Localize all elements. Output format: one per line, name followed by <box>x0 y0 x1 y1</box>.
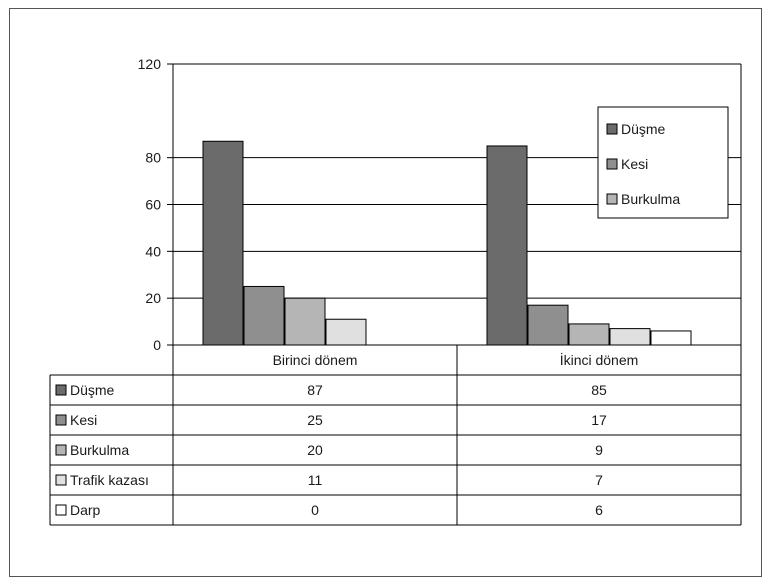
table-value-du-s-me-i-kinci-do-nem: 85 <box>591 382 607 398</box>
table-row-label-trafik-kazas: Trafik kazası <box>70 472 149 488</box>
table-value-darp-birinci-do-nem: 0 <box>311 502 319 518</box>
bar-burkulma-birinci-do-nem <box>284 297 326 346</box>
bar-darp-i-kinci-do-nem <box>650 330 692 346</box>
bar-du-s-me-birinci-do-nem <box>202 140 244 346</box>
table-value-kesi-birinci-do-nem: 25 <box>307 412 323 428</box>
bar-trafik-kazas-birinci-do-nem <box>325 318 367 346</box>
table-key-darp <box>55 504 67 516</box>
y-tick-label-120: 120 <box>138 56 162 72</box>
bar-burkulma-i-kinci-do-nem <box>568 323 610 346</box>
y-tick-label-80: 80 <box>145 150 161 166</box>
table-value-trafik-kazas-i-kinci-do-nem: 7 <box>595 472 603 488</box>
x-tick-label-i-kinci-do-nem: İkinci dönem <box>560 351 639 368</box>
bars <box>202 140 692 346</box>
table-row-label-du-s-me: Düşme <box>70 382 115 398</box>
table-key-burkulma <box>55 444 67 456</box>
table-row-label-darp: Darp <box>70 502 101 518</box>
legend-swatch-du-s-me <box>606 123 618 135</box>
y-tick-label-20: 20 <box>145 290 161 306</box>
legend-swatch-burkulma <box>606 193 618 205</box>
table-value-darp-i-kinci-do-nem: 6 <box>595 502 603 518</box>
bar-kesi-birinci-do-nem <box>243 285 285 346</box>
bar-du-s-me-i-kinci-do-nem <box>486 145 528 346</box>
legend: Düşme Kesi Burkulma <box>597 106 729 219</box>
table-key-du-s-me <box>55 384 67 396</box>
table-value-burkulma-birinci-do-nem: 20 <box>307 442 323 458</box>
bar-kesi-i-kinci-do-nem <box>527 304 569 346</box>
chart-frame: 0 20 40 60 80 120 Düşme Kesi Burkulma Birinci d… <box>9 8 762 577</box>
table-row-label-kesi: Kesi <box>70 412 97 428</box>
legend-label-kesi: Kesi <box>621 156 648 172</box>
table-key-trafik-kazas <box>55 474 67 486</box>
table-value-burkulma-i-kinci-do-nem: 9 <box>595 442 603 458</box>
bar-trafik-kazas-i-kinci-do-nem <box>609 328 651 346</box>
legend-label-du-s-me: Düşme <box>621 121 666 137</box>
x-tick-label-birinci-do-nem: Birinci dönem <box>273 352 358 368</box>
y-tick-label-40: 40 <box>145 243 161 259</box>
data-table: Birinci dönem İkinci dönem Düşme 87 85 Kesi 25… <box>49 345 742 526</box>
table-value-du-s-me-birinci-do-nem: 87 <box>307 382 323 398</box>
y-tick-label-0: 0 <box>153 337 161 353</box>
legend-box <box>597 106 729 219</box>
table-key-kesi <box>55 414 67 426</box>
table-row-label-burkulma: Burkulma <box>70 442 129 458</box>
y-tick-label-60: 60 <box>145 197 161 213</box>
table-value-kesi-i-kinci-do-nem: 17 <box>591 412 607 428</box>
y-axis: 0 20 40 60 80 120 <box>138 56 174 353</box>
table-value-trafik-kazas-birinci-do-nem: 11 <box>308 472 323 488</box>
legend-swatch-kesi <box>606 158 618 170</box>
legend-label-burkulma: Burkulma <box>621 191 680 207</box>
